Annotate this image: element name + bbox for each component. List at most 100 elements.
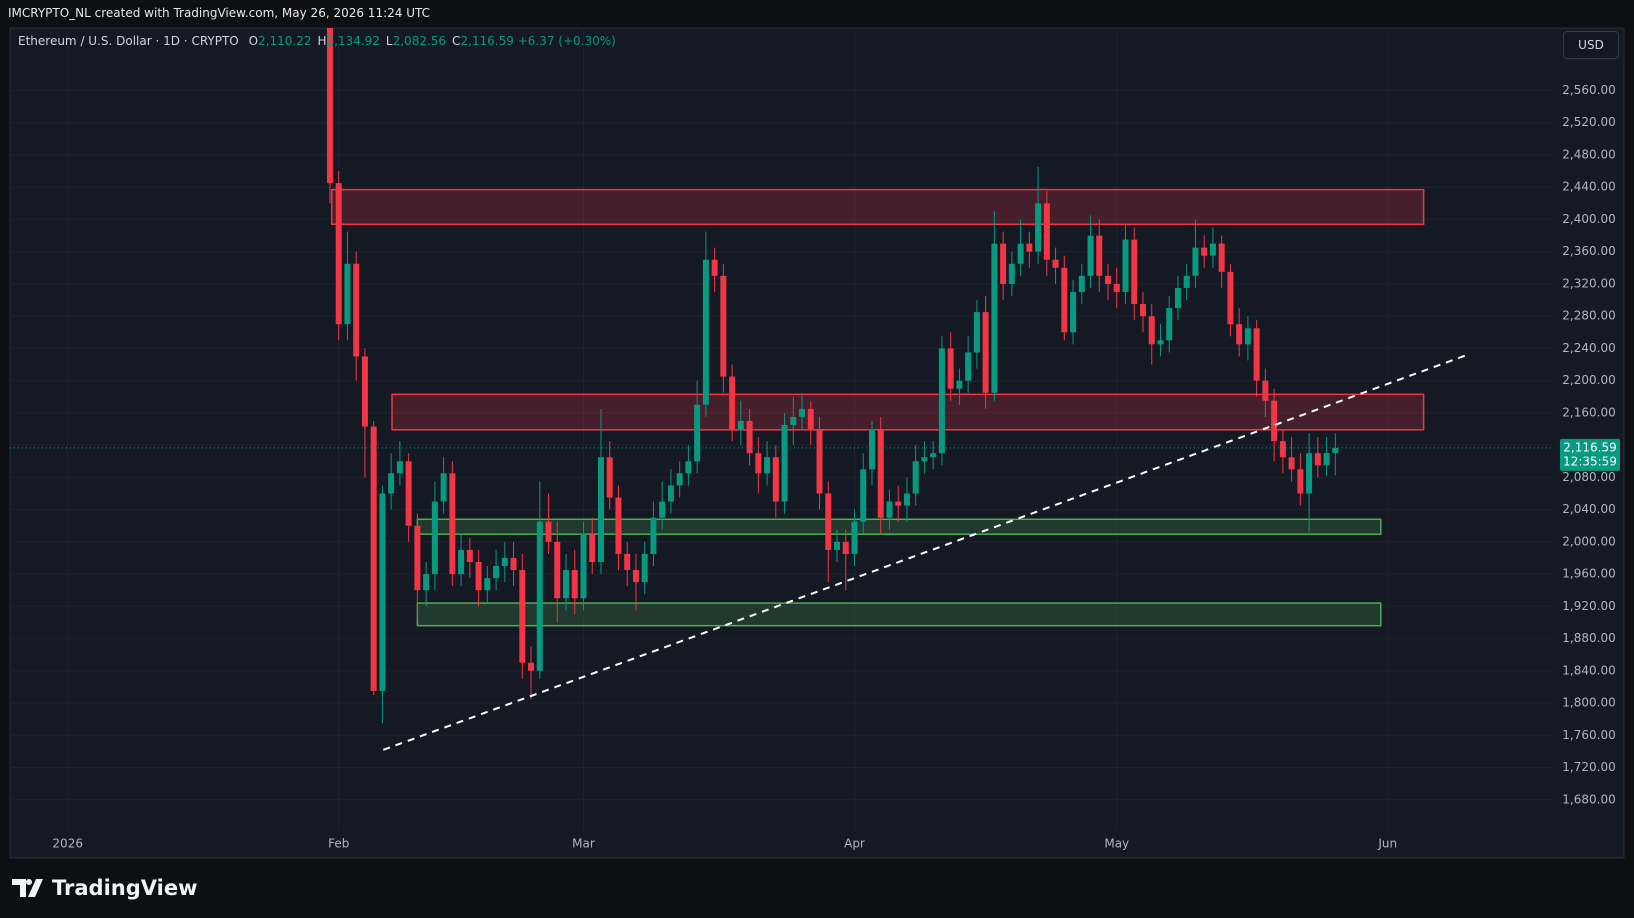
candle-body — [877, 429, 884, 518]
candle-body — [519, 570, 526, 663]
axes: 1,680.00 1,720.00 1,760.00 1,800.00 1,840.00… — [52, 83, 1620, 851]
candle-body — [912, 461, 919, 494]
candle-body — [1026, 243, 1033, 252]
plot-area — [10, 28, 1553, 751]
zone — [330, 188, 1425, 226]
candle-body — [834, 541, 841, 550]
candle-body — [938, 348, 945, 454]
zone — [416, 518, 1382, 535]
candle-body — [536, 521, 543, 671]
candle-body — [326, 28, 333, 184]
candle-body — [825, 493, 832, 550]
candle-body — [816, 429, 823, 494]
candle-body — [1227, 271, 1234, 325]
candle-body — [1043, 203, 1050, 260]
candle-body — [1070, 291, 1077, 333]
candle-body — [615, 497, 622, 554]
y-tick-label: 1,680.00 — [1562, 792, 1615, 806]
x-tick-label: Mar — [572, 837, 595, 851]
currency-button[interactable]: USD — [1563, 31, 1619, 59]
candle-body — [344, 263, 351, 325]
candle-body — [781, 424, 788, 502]
candle-body — [449, 473, 456, 575]
candle-body — [1262, 380, 1269, 401]
candle-body — [868, 429, 875, 470]
last-price-box — [1560, 438, 1620, 471]
candle-body — [1201, 247, 1208, 256]
y-tick-label: 2,480.00 — [1562, 147, 1615, 161]
candle-body — [729, 376, 736, 429]
logo: TradingView — [12, 876, 197, 900]
x-tick-label: May — [1104, 837, 1129, 851]
y-tick-label: 2,320.00 — [1562, 276, 1615, 290]
y-tick-label: 1,920.00 — [1562, 599, 1615, 613]
candle-body — [772, 457, 779, 502]
symbol-header: Ethereum / U.S. Dollar · 1D · CRYPTO O2,… — [18, 34, 616, 48]
candle-body — [1052, 259, 1059, 268]
candle-body — [1332, 447, 1339, 454]
candle-body — [1131, 239, 1138, 305]
candle-body — [431, 501, 438, 575]
y-tick-label: 2,440.00 — [1562, 180, 1615, 194]
trendline — [382, 353, 1468, 751]
x-tick-label: Apr — [844, 837, 865, 851]
last-price-label: 2,116.59 — [1563, 440, 1616, 454]
candle-body — [335, 183, 342, 325]
candle-body — [1122, 239, 1129, 292]
candle-body — [379, 493, 386, 691]
candle-body — [851, 521, 858, 554]
candle-body — [361, 356, 368, 427]
candle-body — [606, 457, 613, 498]
candle-body — [982, 312, 989, 393]
candle-body — [930, 453, 937, 458]
ohlc-value: 2,082.56 — [392, 34, 447, 48]
candle-body — [1078, 275, 1085, 292]
y-tick-label: 2,560.00 — [1562, 83, 1615, 97]
change: +6.37 (+0.30%) — [517, 34, 616, 48]
y-tick-label: 1,760.00 — [1562, 728, 1615, 742]
y-tick-label: 2,000.00 — [1562, 534, 1615, 548]
candle-body — [1297, 469, 1304, 494]
candle-body — [1236, 324, 1243, 345]
candle-body — [1253, 328, 1260, 381]
candle-body — [799, 408, 806, 417]
ohlc-value: 2,110.22 — [258, 34, 312, 48]
candle-body — [353, 263, 360, 357]
ohlc-key: H — [317, 34, 327, 48]
ohlc-key: O — [248, 34, 259, 48]
candle-body — [702, 259, 709, 405]
candle-body — [1061, 267, 1068, 333]
candle-body — [746, 420, 753, 454]
candle-body — [370, 426, 377, 691]
candle-body — [589, 533, 596, 562]
candle-body — [597, 457, 604, 562]
candle-body — [895, 501, 902, 506]
candle-body — [711, 259, 718, 276]
x-tick-label: 2026 — [52, 837, 83, 851]
candle-body — [388, 473, 395, 494]
candle-body — [886, 501, 893, 518]
logo-icon — [12, 879, 43, 897]
symbol: Ethereum / U.S. Dollar · 1D · CRYPTO — [18, 34, 239, 48]
candle-body — [720, 275, 727, 377]
candle-body — [807, 408, 814, 429]
candle-body — [1113, 283, 1120, 292]
candle-body — [1192, 247, 1199, 276]
candle-body — [1139, 304, 1146, 317]
candle-body — [1271, 400, 1278, 442]
candle-body — [1096, 235, 1103, 276]
candle-body — [903, 493, 910, 506]
y-tick-label: 1,960.00 — [1562, 567, 1615, 581]
candle-body — [641, 553, 648, 583]
y-tick-label: 1,840.00 — [1562, 663, 1615, 677]
candle-body — [545, 521, 552, 542]
y-tick-label: 1,800.00 — [1562, 696, 1615, 710]
candle-body — [475, 561, 482, 591]
countdown-label: 12:35:59 — [1563, 454, 1617, 468]
y-tick-label: 2,040.00 — [1562, 502, 1615, 516]
y-tick-label: 2,400.00 — [1562, 212, 1615, 226]
candle-body — [737, 420, 744, 429]
candle-body — [1157, 340, 1164, 345]
ohlc: O2,110.22 H2,134.92 L2,082.56 C2,116.59 — [243, 34, 514, 48]
candle-body — [1166, 308, 1173, 341]
